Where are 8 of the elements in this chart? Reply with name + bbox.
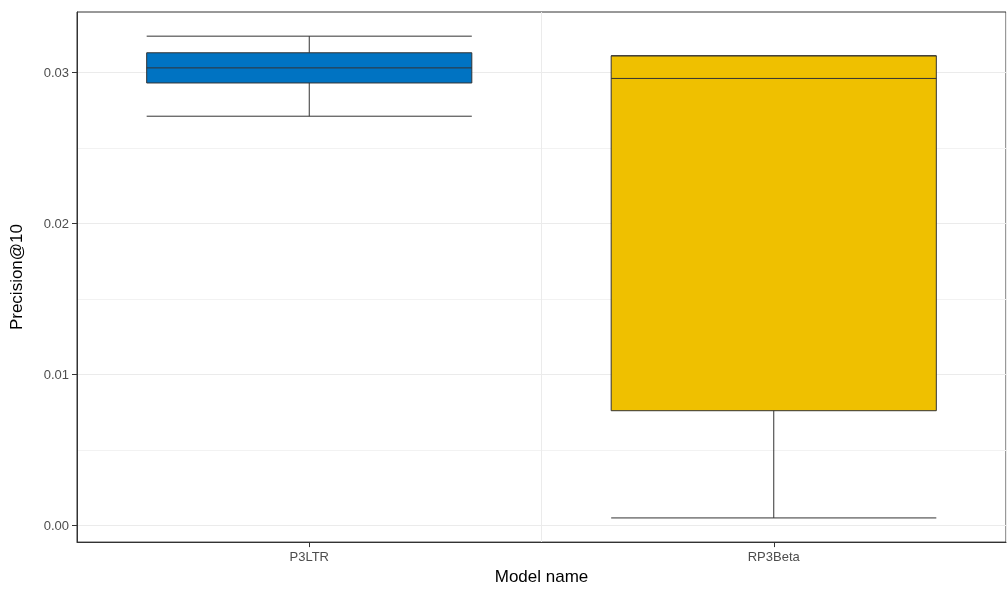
x-tick-label: P3LTR	[289, 549, 329, 565]
y-tick-label: 0.02	[43, 215, 69, 231]
x-tick-label: RP3Beta	[747, 549, 801, 565]
y-tick-label: 0.03	[43, 64, 69, 80]
y-tick-label: 0.01	[43, 366, 69, 382]
y-axis-title: Precision@10	[7, 224, 26, 331]
y-tick-label: 0.00	[43, 517, 69, 533]
x-axis-title: Model name	[494, 567, 589, 586]
